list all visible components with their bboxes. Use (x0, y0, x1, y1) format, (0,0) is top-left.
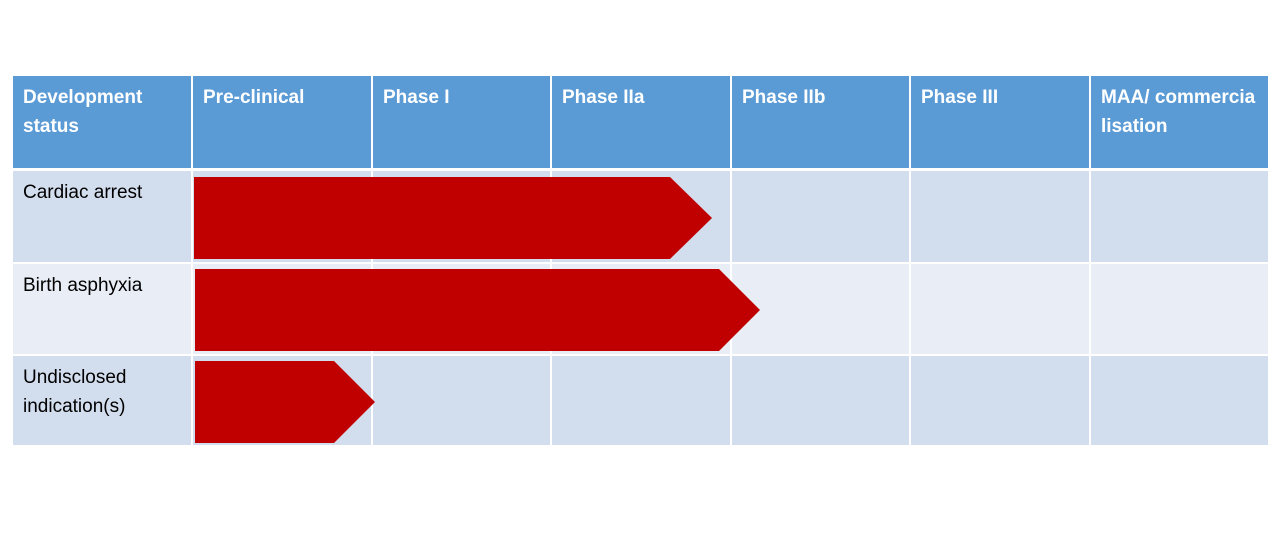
empty-cell (1091, 264, 1268, 354)
header-cell: Development status (13, 76, 191, 168)
empty-cell (732, 171, 909, 262)
empty-cell (1091, 356, 1268, 445)
empty-cell (732, 264, 909, 354)
progress-arrow (195, 269, 760, 351)
empty-cell (373, 356, 550, 445)
row-label: Undisclosed indication(s) (13, 356, 191, 445)
row-label: Birth asphyxia (13, 264, 191, 354)
empty-cell (911, 264, 1089, 354)
empty-cell (911, 356, 1089, 445)
header-cell: Phase I (373, 76, 550, 168)
empty-cell (911, 171, 1089, 262)
row-label: Cardiac arrest (13, 171, 191, 262)
empty-cell (552, 356, 730, 445)
header-cell: Phase IIa (552, 76, 730, 168)
header-cell: Pre-clinical (193, 76, 371, 168)
header-cell: Phase IIb (732, 76, 909, 168)
empty-cell (732, 356, 909, 445)
progress-arrow (195, 361, 375, 443)
header-cell: Phase III (911, 76, 1089, 168)
progress-arrow (194, 177, 712, 259)
empty-cell (1091, 171, 1268, 262)
header-cell: MAA/ commercialisation (1091, 76, 1268, 168)
